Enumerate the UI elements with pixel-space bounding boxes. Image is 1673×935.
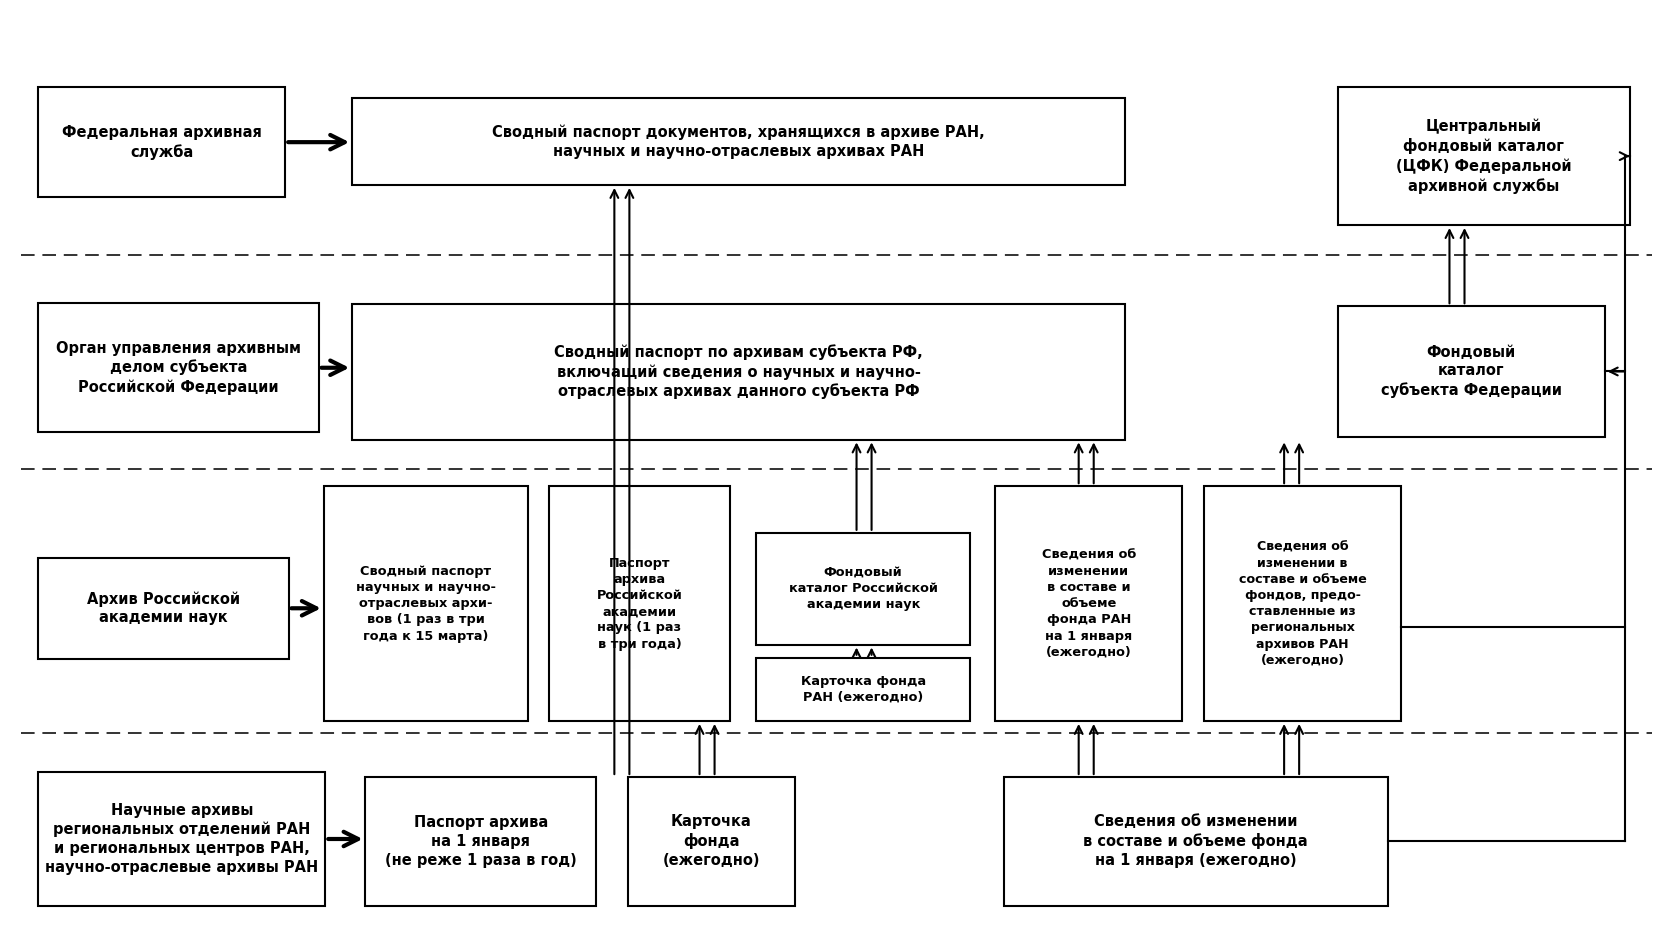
Text: Карточка фонда
РАН (ежегодно): Карточка фонда РАН (ежегодно) bbox=[801, 675, 925, 704]
FancyBboxPatch shape bbox=[756, 657, 970, 721]
FancyBboxPatch shape bbox=[38, 772, 326, 906]
FancyBboxPatch shape bbox=[756, 533, 970, 644]
FancyBboxPatch shape bbox=[1004, 777, 1387, 906]
Text: Сведения об
изменении в
составе и объеме
фондов, предо-
ставленные из
региональн: Сведения об изменении в составе и объеме… bbox=[1238, 540, 1367, 667]
Text: Карточка
фонда
(ежегодно): Карточка фонда (ежегодно) bbox=[663, 814, 760, 869]
Text: Научные архивы
региональных отделений РАН
и региональных центров РАН,
научно-отр: Научные архивы региональных отделений РА… bbox=[45, 803, 318, 875]
Text: Сводный паспорт
научных и научно-
отраслевых архи-
вов (1 раз в три
года к 15 ма: Сводный паспорт научных и научно- отрасл… bbox=[356, 565, 495, 642]
FancyBboxPatch shape bbox=[549, 486, 729, 721]
FancyBboxPatch shape bbox=[1205, 486, 1400, 721]
FancyBboxPatch shape bbox=[38, 304, 320, 432]
FancyBboxPatch shape bbox=[38, 87, 286, 197]
FancyBboxPatch shape bbox=[995, 486, 1183, 721]
Text: Сводный паспорт документов, хранящихся в архиве РАН,
научных и научно-отраслевых: Сводный паспорт документов, хранящихся в… bbox=[492, 124, 985, 159]
FancyBboxPatch shape bbox=[38, 558, 289, 658]
Text: Паспорт архива
на 1 января
(не реже 1 раза в год): Паспорт архива на 1 января (не реже 1 ра… bbox=[385, 815, 577, 868]
Text: Орган управления архивным
делом субъекта
Российской Федерации: Орган управления архивным делом субъекта… bbox=[55, 340, 301, 395]
FancyBboxPatch shape bbox=[351, 305, 1126, 439]
Text: Фондовый
каталог
субъекта Федерации: Фондовый каталог субъекта Федерации bbox=[1380, 345, 1561, 398]
Text: Фондовый
каталог Российской
академии наук: Фондовый каталог Российской академии нау… bbox=[788, 566, 939, 611]
FancyBboxPatch shape bbox=[351, 98, 1126, 185]
Text: Сведения об изменении
в составе и объеме фонда
на 1 января (ежегодно): Сведения об изменении в составе и объеме… bbox=[1084, 814, 1308, 869]
FancyBboxPatch shape bbox=[1338, 87, 1630, 225]
Text: Федеральная архивная
служба: Федеральная архивная служба bbox=[62, 124, 261, 160]
Text: Центральный
фондовый каталог
(ЦФК) Федеральной
архивной службы: Центральный фондовый каталог (ЦФК) Федер… bbox=[1395, 119, 1571, 194]
FancyBboxPatch shape bbox=[1338, 307, 1604, 437]
Text: Сводный паспорт по архивам субъекта РФ,
включащий сведения о научных и научно-
о: Сводный паспорт по архивам субъекта РФ, … bbox=[554, 344, 923, 399]
Text: Сведения об
изменении
в составе и
объеме
фонда РАН
на 1 января
(ежегодно): Сведения об изменении в составе и объеме… bbox=[1042, 549, 1136, 658]
FancyBboxPatch shape bbox=[365, 777, 596, 906]
FancyBboxPatch shape bbox=[627, 777, 795, 906]
FancyBboxPatch shape bbox=[325, 486, 527, 721]
Text: Паспорт
архива
Российской
академии
наук (1 раз
в три года): Паспорт архива Российской академии наук … bbox=[597, 556, 683, 651]
Text: Архив Российской
академии наук: Архив Российской академии наук bbox=[87, 591, 239, 626]
